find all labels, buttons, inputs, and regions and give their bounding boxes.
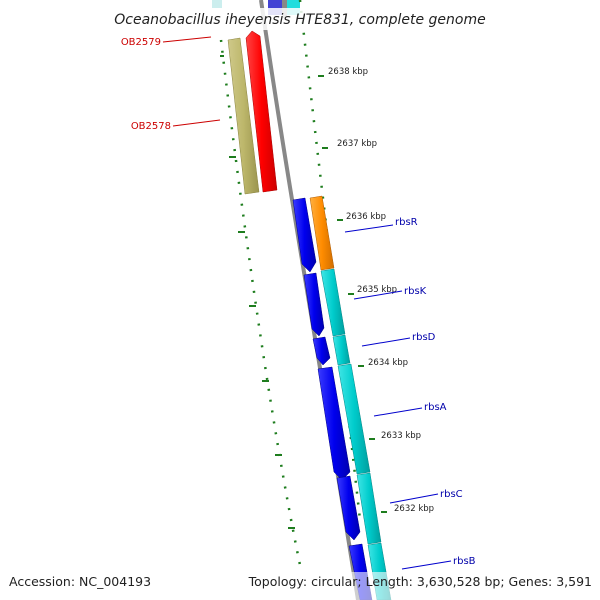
gene-label-rbsK[interactable]: rbsK [404,286,427,297]
gene-rbsC[interactable] [356,472,382,545]
kbp-label-2635: 2635 kbp [357,285,397,295]
cds-arrow-rbsK[interactable] [303,272,325,337]
gene-label-rbsD[interactable]: rbsD [412,332,436,343]
topology-label: Topology: circular; Length: 3,630,528 bp… [248,574,592,589]
gene-label-ob2579[interactable]: OB2579 [121,37,161,48]
gene-label-rbsC[interactable]: rbsC [440,489,463,500]
kbp-label-2638: 2638 kbp [328,67,368,77]
cds-arrow-rbsA[interactable] [317,366,351,481]
genome-title: Oceanobacillus iheyensis HTE831, complet… [114,12,485,28]
gene-label-rbsA[interactable]: rbsA [424,402,447,413]
cds-arrow-rbsC[interactable] [336,475,361,541]
kbp-label-2636: 2636 kbp [346,212,386,222]
gene-rbsK[interactable] [320,268,346,337]
gene-rbsA[interactable] [337,363,371,475]
outer-tick-marks [318,75,387,513]
kbp-label-2634: 2634 kbp [368,358,408,368]
gene-ob2578[interactable] [227,37,260,195]
gene-rbsR[interactable] [309,195,335,271]
partial-feature-left [212,0,222,8]
inner-tick-marks [220,55,295,529]
gene-label-ob2578[interactable]: OB2578 [131,121,171,132]
cds-arrow-rbsD[interactable] [312,336,331,366]
gene-rbsD[interactable] [332,334,351,366]
gene-label-rbsB[interactable]: rbsB [453,556,476,567]
accession-label: Accession: NC_004193 [9,574,151,589]
dotted-guide-outer [298,0,362,521]
gene-ob2579[interactable] [245,30,278,193]
kbp-labels: 2638 kbp 2637 kbp 2636 kbp 2635 kbp 2634… [328,67,434,514]
title-backdrop [118,8,484,30]
footer-backdrop [0,572,600,600]
cds-arrow-rbsR[interactable] [292,197,317,273]
kbp-label-2633: 2633 kbp [381,431,421,441]
forward-gene-labels: rbsR rbsK rbsD rbsA rbsC rbsB [344,217,476,570]
cds-forward-group[interactable] [292,197,373,600]
kbp-label-2637: 2637 kbp [337,139,377,149]
kbp-label-2632: 2632 kbp [394,504,434,514]
reverse-gene-labels: OB2579 OB2578 [121,36,221,132]
gene-label-rbsR[interactable]: rbsR [395,217,418,228]
